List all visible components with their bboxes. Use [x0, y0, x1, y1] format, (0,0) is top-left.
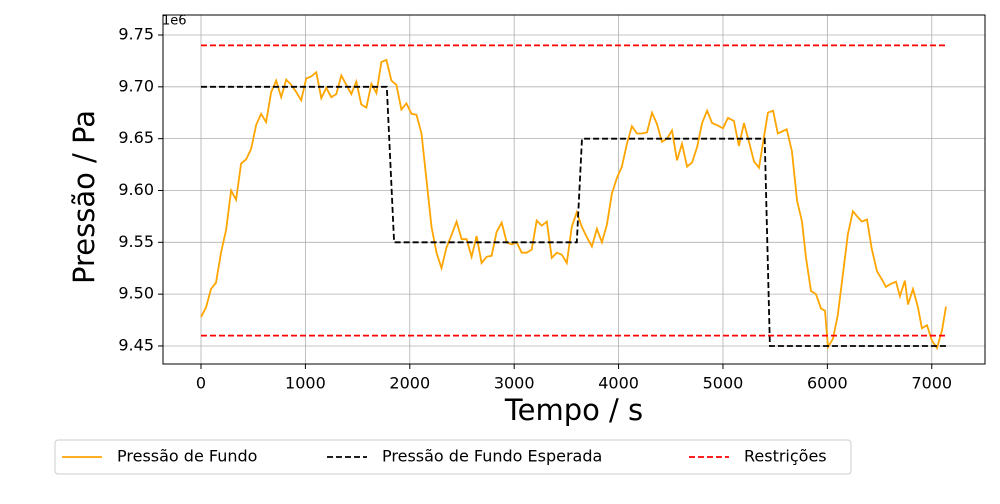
legend-label: Restrições [744, 447, 827, 466]
legend-label: Pressão de Fundo [117, 447, 257, 466]
x-tick-label: 1000 [285, 374, 326, 393]
y-tick-label: 9.70 [118, 76, 154, 95]
y-tick-label: 9.55 [118, 232, 154, 251]
y-tick-label: 9.45 [118, 335, 154, 354]
y-tick-label: 9.60 [118, 180, 154, 199]
y-tick-label: 9.75 [118, 25, 154, 44]
x-tick-label: 5000 [703, 374, 744, 393]
x-tick-label: 6000 [807, 374, 848, 393]
x-tick-label: 2000 [389, 374, 430, 393]
x-tick-label: 0 [196, 374, 206, 393]
x-tick-label: 7000 [911, 374, 952, 393]
series-line [200, 58, 947, 351]
series-line [201, 44, 948, 337]
plot-frame [162, 14, 986, 365]
y-axis-label: Pressão / Pa [67, 110, 101, 284]
x-axis-label: Tempo / s [504, 393, 643, 427]
legend-label: Pressão de Fundo Esperada [382, 447, 602, 466]
y-tick-label: 9.50 [118, 284, 154, 303]
legend-box [54, 439, 852, 475]
legend: Pressão de Fundo Pressão de Fundo Espera… [117, 447, 827, 466]
y-tick-label: 9.65 [118, 128, 154, 147]
y-offset-label: 1e6 [162, 14, 187, 29]
x-tick-label: 3000 [494, 374, 535, 393]
series-line [201, 85, 948, 347]
x-tick-label: 4000 [598, 374, 639, 393]
